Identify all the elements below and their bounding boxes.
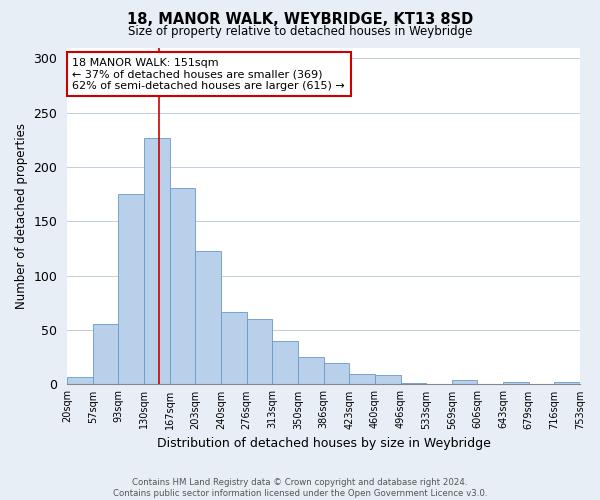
Bar [375, 374, 401, 384]
Bar [272, 341, 298, 384]
Bar [196, 250, 221, 384]
Text: Contains HM Land Registry data © Crown copyright and database right 2024.
Contai: Contains HM Land Registry data © Crown c… [113, 478, 487, 498]
X-axis label: Distribution of detached houses by size in Weybridge: Distribution of detached houses by size … [157, 437, 491, 450]
Bar [503, 382, 529, 384]
Bar [221, 312, 247, 384]
Bar [323, 362, 349, 384]
Bar [93, 324, 118, 384]
Bar [554, 382, 580, 384]
Text: 18 MANOR WALK: 151sqm
← 37% of detached houses are smaller (369)
62% of semi-det: 18 MANOR WALK: 151sqm ← 37% of detached … [72, 58, 345, 91]
Text: 18, MANOR WALK, WEYBRIDGE, KT13 8SD: 18, MANOR WALK, WEYBRIDGE, KT13 8SD [127, 12, 473, 28]
Bar [170, 188, 196, 384]
Bar [349, 374, 375, 384]
Text: Size of property relative to detached houses in Weybridge: Size of property relative to detached ho… [128, 25, 472, 38]
Bar [247, 319, 272, 384]
Bar [144, 138, 170, 384]
Bar [298, 358, 323, 384]
Bar [118, 194, 144, 384]
Bar [452, 380, 478, 384]
Bar [67, 377, 93, 384]
Y-axis label: Number of detached properties: Number of detached properties [15, 123, 28, 309]
